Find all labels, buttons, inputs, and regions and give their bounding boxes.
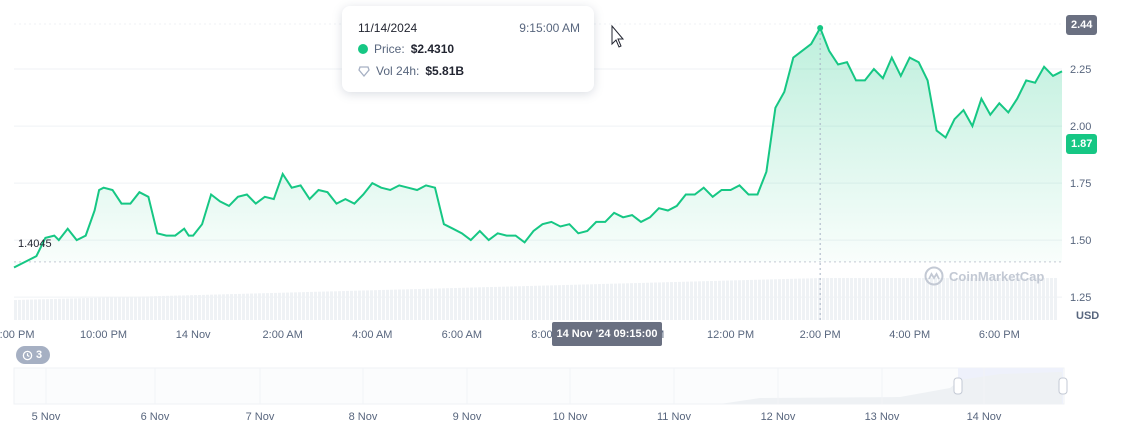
volume-bars bbox=[14, 278, 1057, 320]
y-tick-label: 1.50 bbox=[1070, 235, 1091, 247]
y-tick-label: 2.00 bbox=[1070, 121, 1091, 133]
navigator-date-label: 5 Nov bbox=[32, 411, 61, 423]
price-area bbox=[14, 28, 1062, 268]
start-price-label: 1.4045 bbox=[18, 238, 52, 250]
x-tick-label: 14 Nov bbox=[176, 329, 211, 341]
x-tick-label: 2:00 AM bbox=[263, 329, 303, 341]
navigator-date-label: 13 Nov bbox=[865, 411, 900, 423]
navigator-date-label: 9 Nov bbox=[453, 411, 482, 423]
navigator-price-silhouette bbox=[14, 372, 1062, 404]
tooltip-volume-label: Vol 24h: bbox=[376, 64, 420, 78]
crosshair-time-badge: 14 Nov '24 09:15:00 bbox=[552, 322, 662, 346]
navigator-handle[interactable] bbox=[1058, 377, 1068, 395]
tooltip-price-row: Price: $2.4310 bbox=[358, 42, 454, 56]
price-dot-icon bbox=[358, 44, 368, 54]
x-tick-label: 4:00 AM bbox=[352, 329, 392, 341]
events-button[interactable]: 3 bbox=[16, 346, 51, 364]
tooltip-volume-row: Vol 24h: $5.81B bbox=[358, 64, 464, 78]
price-tooltip: 11/14/2024 9:15:00 AM Price: $2.4310 Vol… bbox=[342, 6, 594, 92]
volume-diamond-icon bbox=[358, 66, 370, 77]
tooltip-price-value: $2.4310 bbox=[410, 42, 455, 56]
watermark: CoinMarketCap bbox=[924, 266, 1044, 286]
x-tick-label: 4:00 PM bbox=[889, 329, 930, 341]
x-tick-label: 12:00 PM bbox=[707, 329, 754, 341]
tooltip-volume-value: $5.81B bbox=[425, 64, 465, 78]
history-icon bbox=[22, 350, 33, 360]
navigator-date-label: 14 Nov bbox=[967, 411, 1002, 423]
mouse-cursor-icon bbox=[611, 24, 625, 48]
navigator-date-label: 10 Nov bbox=[553, 411, 588, 423]
navigator-date-label: 7 Nov bbox=[246, 411, 275, 423]
tooltip-date: 11/14/2024 bbox=[358, 21, 418, 35]
x-tick-label: 6:00 PM bbox=[979, 329, 1020, 341]
y-tick-label: 1.25 bbox=[1070, 292, 1091, 304]
tooltip-time: 9:15:00 AM bbox=[519, 21, 580, 35]
x-tick-label: 6:00 AM bbox=[442, 329, 482, 341]
events-count: 3 bbox=[36, 349, 43, 361]
x-tick-label: 8:00 PM bbox=[0, 329, 34, 341]
watermark-text: CoinMarketCap bbox=[949, 268, 1045, 284]
y-tick-label: 1.75 bbox=[1070, 178, 1091, 190]
tooltip-price-label: Price: bbox=[374, 42, 405, 56]
y-tick-label: 2.25 bbox=[1070, 64, 1091, 76]
x-tick-label: 2:00 PM bbox=[800, 329, 841, 341]
coinmarketcap-logo-icon bbox=[924, 266, 944, 286]
navigator-date-label: 8 Nov bbox=[349, 411, 378, 423]
hover-point bbox=[817, 24, 824, 31]
navigator-date-label: 12 Nov bbox=[761, 411, 796, 423]
navigator-handle[interactable] bbox=[953, 377, 963, 395]
x-tick-label: 10:00 PM bbox=[80, 329, 127, 341]
navigator-date-label: 11 Nov bbox=[657, 411, 692, 423]
currency-label: USD bbox=[1076, 310, 1100, 322]
range-navigator[interactable]: 5 Nov 6 Nov 7 Nov 8 Nov 9 Nov 10 Nov 11 Nov 12 … bbox=[13, 367, 1068, 423]
price-line bbox=[13, 25, 1063, 269]
high-price-badge: 2.44 bbox=[1066, 15, 1098, 35]
current-price-badge: 1.87 bbox=[1066, 134, 1098, 154]
navigator-date-label: 6 Nov bbox=[141, 411, 170, 423]
